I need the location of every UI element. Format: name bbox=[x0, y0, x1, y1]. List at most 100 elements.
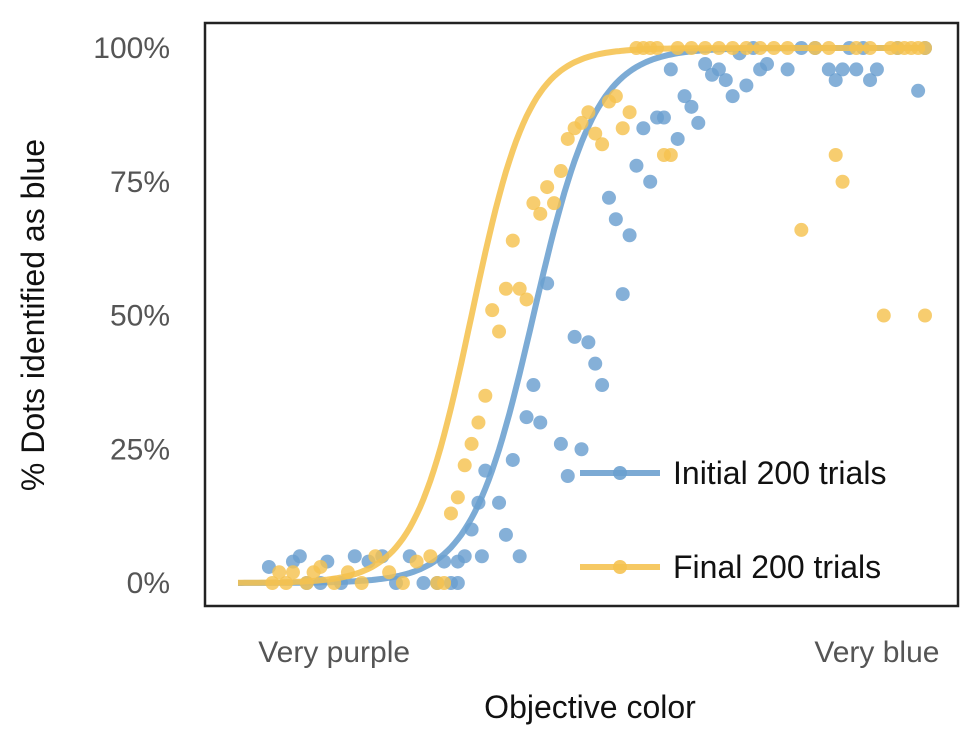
data-point bbox=[663, 148, 678, 162]
y-axis-ticks: 0% 25% 50% 75% 100% bbox=[93, 32, 170, 600]
data-point bbox=[498, 281, 513, 296]
data-point bbox=[663, 62, 678, 77]
data-point bbox=[512, 281, 527, 296]
y-tick-label: 50% bbox=[110, 300, 170, 333]
data-point bbox=[759, 57, 774, 72]
data-point bbox=[519, 410, 534, 425]
data-point bbox=[505, 452, 520, 467]
data-point bbox=[656, 110, 671, 125]
data-point bbox=[457, 458, 472, 473]
data-point bbox=[670, 131, 685, 146]
data-point bbox=[347, 549, 362, 564]
data-point bbox=[505, 233, 520, 248]
data-point bbox=[691, 115, 706, 130]
data-point bbox=[416, 576, 431, 590]
data-point bbox=[574, 442, 589, 457]
x-tick-label: Very blue bbox=[814, 636, 939, 669]
fit-curve bbox=[238, 45, 925, 586]
data-point bbox=[485, 303, 500, 318]
data-point bbox=[794, 222, 809, 237]
data-point bbox=[443, 506, 458, 521]
x-axis-ticks: Very purple Very blue bbox=[258, 636, 939, 669]
data-point bbox=[622, 105, 637, 120]
data-point bbox=[457, 549, 472, 564]
data-point bbox=[918, 308, 932, 323]
data-point bbox=[828, 148, 843, 162]
data-point bbox=[478, 388, 493, 403]
legend-label-initial: Initial 200 trials bbox=[673, 455, 886, 491]
data-point bbox=[595, 137, 610, 152]
data-point bbox=[574, 115, 589, 130]
data-point bbox=[409, 554, 424, 569]
data-point bbox=[313, 559, 328, 574]
data-point bbox=[581, 335, 596, 350]
legend-marker-initial bbox=[613, 466, 627, 480]
data-point bbox=[382, 565, 397, 580]
y-axis-title: % Dots identified as blue bbox=[15, 139, 51, 491]
data-point bbox=[911, 83, 926, 98]
data-point bbox=[821, 62, 836, 77]
y-tick-label: 25% bbox=[110, 433, 170, 466]
data-point bbox=[863, 73, 878, 88]
data-point bbox=[849, 62, 864, 77]
data-point bbox=[876, 308, 891, 323]
data-point bbox=[643, 174, 658, 189]
data-point bbox=[629, 158, 644, 173]
data-point bbox=[595, 378, 610, 393]
data-point bbox=[869, 62, 884, 77]
data-point bbox=[581, 105, 596, 120]
data-point bbox=[553, 164, 568, 179]
data-point bbox=[780, 62, 795, 77]
data-point bbox=[464, 436, 479, 451]
data-point bbox=[608, 89, 623, 104]
data-point bbox=[533, 206, 548, 221]
data-point bbox=[450, 576, 465, 590]
x-tick-label: Very purple bbox=[258, 636, 410, 669]
data-point bbox=[588, 356, 603, 371]
data-point bbox=[698, 57, 713, 72]
y-tick-label: 0% bbox=[127, 567, 170, 600]
data-point bbox=[512, 549, 527, 564]
data-point bbox=[474, 549, 489, 564]
data-point bbox=[285, 565, 300, 580]
data-point bbox=[828, 73, 843, 88]
data-point bbox=[471, 415, 486, 430]
data-point bbox=[526, 378, 541, 393]
data-point bbox=[272, 565, 287, 580]
data-point bbox=[498, 527, 513, 542]
data-point bbox=[560, 469, 575, 483]
series-final bbox=[238, 41, 932, 590]
data-point bbox=[526, 196, 541, 211]
data-point bbox=[718, 73, 733, 88]
data-point bbox=[835, 174, 850, 189]
data-point bbox=[622, 228, 637, 243]
y-tick-label: 100% bbox=[93, 32, 170, 65]
legend-marker-final bbox=[613, 560, 627, 574]
data-point bbox=[437, 576, 452, 590]
data-point bbox=[450, 490, 465, 505]
data-point bbox=[395, 576, 410, 590]
data-point bbox=[835, 62, 850, 77]
data-point bbox=[601, 190, 616, 205]
data-point bbox=[492, 495, 507, 510]
data-point bbox=[540, 180, 555, 195]
data-point bbox=[567, 329, 582, 344]
plot-frame bbox=[203, 21, 960, 608]
data-point bbox=[725, 89, 740, 104]
data-point bbox=[547, 196, 562, 211]
legend: Initial 200 trials Final 200 trials bbox=[580, 455, 886, 585]
data-point bbox=[553, 436, 568, 451]
series-layer bbox=[238, 41, 932, 590]
data-point bbox=[615, 287, 630, 302]
x-axis-title: Objective color bbox=[484, 689, 696, 725]
legend-label-final: Final 200 trials bbox=[673, 549, 881, 585]
data-point bbox=[292, 549, 307, 564]
data-point bbox=[423, 549, 438, 564]
data-point bbox=[261, 559, 276, 574]
data-point bbox=[684, 99, 699, 114]
data-point bbox=[519, 292, 534, 307]
data-point bbox=[711, 62, 726, 77]
data-point bbox=[636, 121, 651, 136]
data-point bbox=[354, 576, 369, 590]
